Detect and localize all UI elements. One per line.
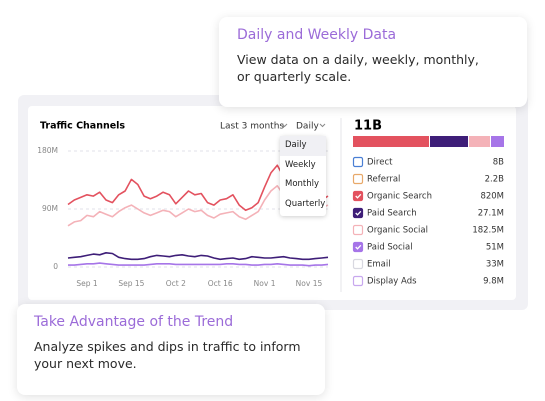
channel-value: 182.5M	[472, 226, 504, 236]
menu-item[interactable]: Daily	[280, 136, 326, 156]
callout-title: Daily and Weekly Data	[237, 27, 397, 43]
y-tick-label: 180M	[37, 146, 58, 155]
checkbox	[352, 258, 364, 270]
channel-name: Direct	[367, 158, 393, 168]
checkbox	[352, 173, 364, 185]
chevron	[281, 123, 288, 128]
channel-name: Paid Search	[367, 209, 417, 219]
channel-name: Referral	[367, 175, 400, 185]
channel-name: Paid Social	[367, 243, 413, 253]
channel-name: Email	[367, 260, 391, 270]
menu-item[interactable]: Weekly	[285, 159, 316, 170]
x-tick-label: Sep 1	[76, 279, 98, 288]
x-tick-label: Oct 16	[208, 279, 233, 288]
channel-value: 2.2B	[485, 175, 505, 185]
checkbox-checked	[352, 207, 364, 219]
x-tick-label: Sep 15	[118, 279, 144, 288]
x-tick-label: Nov 15	[296, 279, 323, 288]
total-bar-segment	[469, 136, 490, 147]
channel-value: 33M	[486, 260, 504, 270]
channel-name: Organic Search	[367, 192, 432, 202]
callout-text: View data on a daily, weekly, monthly, o…	[237, 52, 479, 84]
check	[355, 244, 362, 250]
total-bar-segment	[491, 136, 504, 147]
menu-item[interactable]: Monthly	[285, 179, 320, 189]
channel-value: 27.1M	[478, 209, 504, 219]
channel-name: Display Ads	[367, 277, 417, 287]
channel-value: 8B	[493, 158, 504, 168]
checkbox	[352, 224, 364, 236]
callout-title: Take Advantage of the Trend	[34, 314, 234, 330]
channel-value: 820M	[480, 192, 504, 202]
total: 11B	[354, 119, 382, 134]
callout: Take Advantage of the Trend Analyze spik…	[17, 304, 325, 395]
checkbox-checked	[352, 241, 364, 253]
check	[355, 193, 362, 199]
panel-title: Traffic Channels	[40, 121, 125, 132]
x-tick-label: Nov 1	[254, 279, 276, 288]
check	[355, 210, 362, 216]
series-line	[68, 262, 329, 267]
series-line	[67, 252, 329, 261]
channel-value: 9.8M	[483, 277, 504, 287]
chevron	[319, 123, 326, 128]
granularity-select[interactable]: Daily	[296, 122, 319, 132]
y-tick-label: 0	[53, 262, 58, 271]
total-bar-segment	[430, 136, 468, 147]
channel-value: 51M	[486, 243, 504, 253]
range-select[interactable]: Last 3 months	[220, 122, 284, 132]
checkbox	[352, 275, 364, 287]
callout-text: Analyze spikes and dips in traffic to in…	[34, 339, 301, 371]
x-tick-label: Oct 2	[166, 279, 186, 288]
checkbox-checked	[352, 190, 364, 202]
y-tick-label: 90M	[42, 204, 58, 213]
menu-item[interactable]: Quarterly	[285, 198, 326, 209]
total-bar-segment	[353, 136, 429, 147]
callout: Daily and Weekly Data View data on a dai…	[219, 17, 527, 107]
channel-name: Organic Social	[367, 226, 428, 236]
checkbox	[352, 156, 364, 168]
dropdown-menu: Daily Weekly Monthly Quarterly	[280, 136, 326, 216]
